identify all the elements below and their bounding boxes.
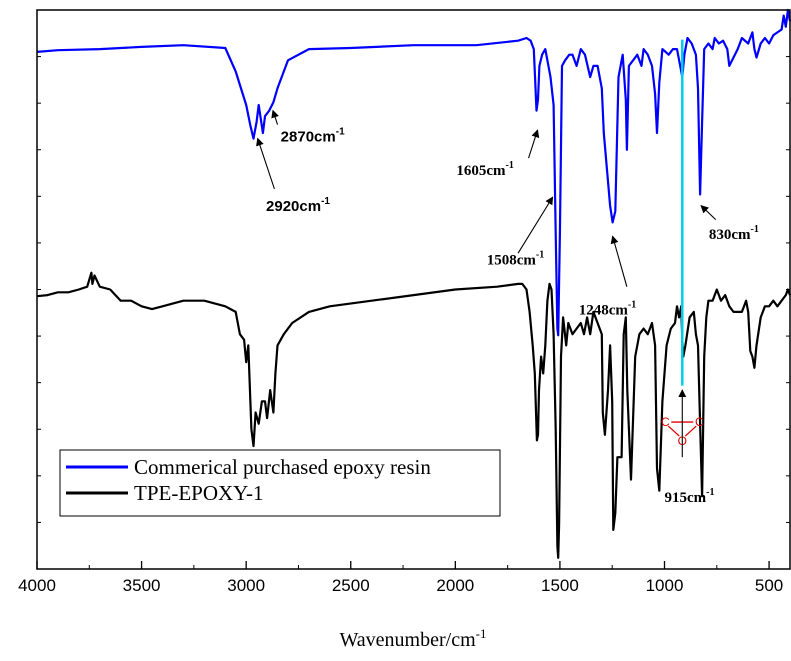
- annotations-layer: 2870cm-1 2920cm-1 1605cm-1 1508cm-1 1248cm-1…: [256, 109, 759, 506]
- x-tick-label: 2500: [332, 576, 370, 595]
- x-tick-label: 1000: [646, 576, 684, 595]
- annotation-arrow: [610, 235, 628, 287]
- legend: Commerical purchased epoxy resin TPE-EPO…: [59, 449, 501, 517]
- annotation-label: 1248cm-1: [579, 300, 637, 319]
- x-tick-label: 2000: [436, 576, 474, 595]
- annotation-arrow: [256, 137, 275, 190]
- ring-atom-label: C: [661, 415, 670, 429]
- annotation-label: 1508cm-1: [487, 249, 545, 268]
- x-axis-title: Wavenumber/cm-1: [340, 626, 487, 651]
- x-tick-label: 500: [755, 576, 783, 595]
- legend-box: [59, 449, 501, 517]
- annotation-arrow: [271, 109, 279, 125]
- plot-frame: [36, 9, 791, 570]
- annotation-arrow: [517, 196, 554, 254]
- x-tick-label: 3000: [227, 576, 265, 595]
- ring-atom-label: C: [695, 415, 704, 429]
- legend-label-series-1: Commerical purchased epoxy resin: [134, 455, 431, 479]
- annotation-label: 2870cm-1: [281, 126, 345, 145]
- series-layer: [36, 8, 791, 559]
- annotation-label: 1605cm-1: [456, 160, 513, 179]
- annotation-label: 830cm-1: [709, 224, 759, 243]
- x-tick-label: 1500: [541, 576, 579, 595]
- annotation-label: 915cm-1: [665, 487, 715, 506]
- x-tick-label: 4000: [18, 576, 56, 595]
- legend-label-series-2: TPE-EPOXY-1: [134, 481, 264, 505]
- x-tick-label: 3500: [123, 576, 161, 595]
- ring-bond: [684, 425, 697, 437]
- ring-bond: [667, 425, 680, 437]
- annotation-arrow: [700, 204, 717, 221]
- series-line-2: [36, 271, 791, 559]
- series-line-1: [36, 8, 791, 337]
- annotation-label: 2920cm-1: [266, 196, 330, 215]
- x-tick-labels: 4000 3500 3000 2500 2000 1500 1000 500: [18, 576, 783, 595]
- annotation-arrow: [528, 129, 540, 159]
